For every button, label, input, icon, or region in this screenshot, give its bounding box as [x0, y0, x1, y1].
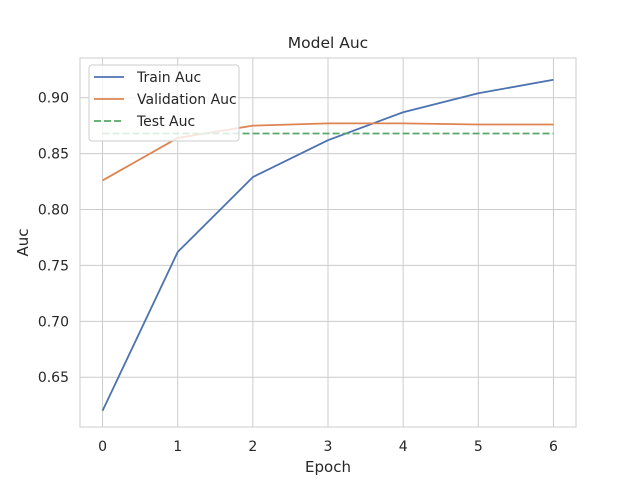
x-tick-label: 6 [549, 439, 558, 455]
x-tick-label: 2 [248, 439, 257, 455]
y-tick-label: 0.85 [38, 147, 69, 163]
y-tick-label: 0.65 [38, 370, 69, 386]
legend-label: Validation Auc [137, 92, 237, 108]
y-tick-label: 0.70 [38, 314, 69, 330]
series-line-train-auc [101, 78, 554, 412]
x-tick-label: 4 [399, 439, 408, 455]
x-tick-label: 1 [173, 439, 182, 455]
y-tick-labels: 0.65 0.70 0.75 0.80 0.85 0.90 [38, 91, 69, 387]
legend-label: Train Auc [136, 70, 201, 86]
plot-frame [79, 57, 577, 428]
y-tick-label: 0.75 [38, 258, 69, 274]
y-tick-label: 0.90 [38, 91, 69, 107]
legend-box [88, 64, 240, 142]
x-tick-labels: 0 1 2 3 4 5 6 [98, 439, 558, 455]
legend: Train Auc Validation Auc Test Auc [88, 64, 240, 142]
x-tick-label: 5 [474, 439, 483, 455]
gridlines [80, 58, 576, 427]
y-tick-label: 0.80 [38, 203, 69, 219]
legend-label: Test Auc [136, 114, 195, 130]
x-tick-label: 0 [98, 439, 107, 455]
chart-title: Model Auc [288, 34, 368, 52]
x-axis-label: Epoch [305, 458, 351, 476]
y-axis-label: Auc [14, 228, 32, 256]
x-tick-label: 3 [324, 439, 333, 455]
